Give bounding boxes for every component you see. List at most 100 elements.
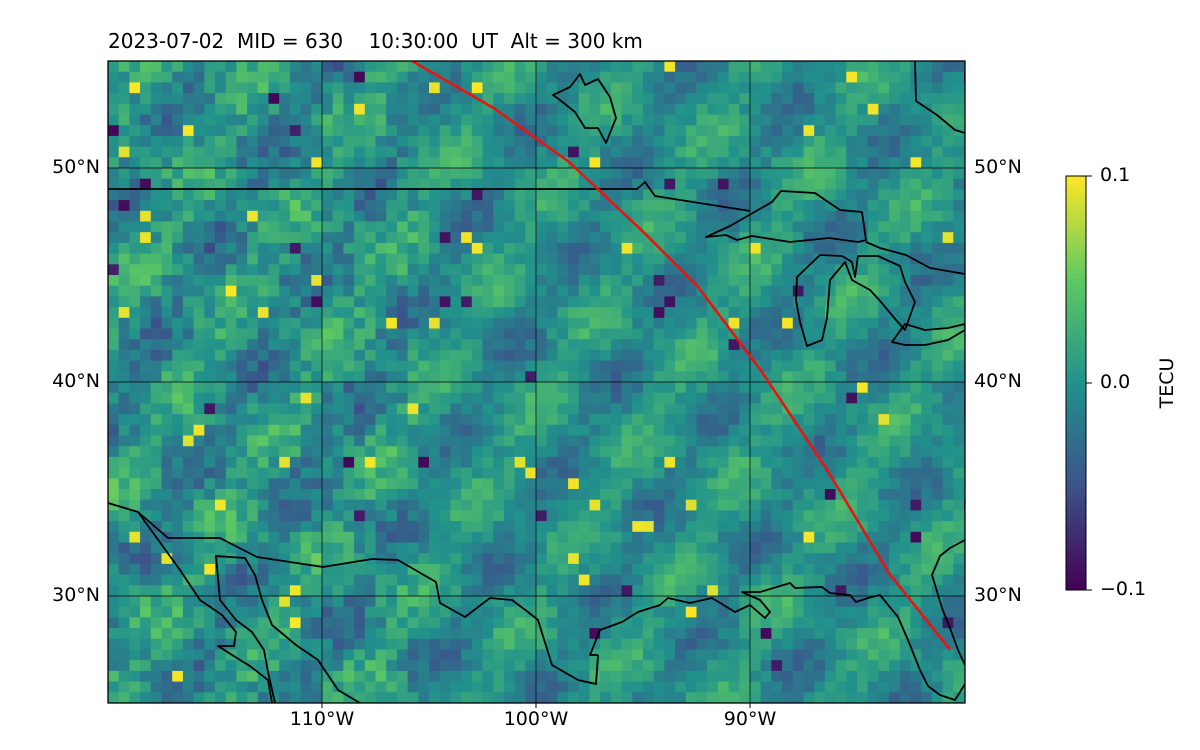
tec-cell [910, 510, 922, 522]
tec-cell [439, 446, 451, 458]
tec-cell [364, 103, 376, 115]
tec-cell [717, 61, 729, 73]
tec-cell [289, 563, 301, 575]
tec-cell [364, 242, 376, 254]
tec-cell [108, 61, 120, 73]
tec-cell [525, 456, 537, 468]
tec-cell [514, 360, 526, 372]
tec-cell [814, 617, 826, 629]
tec-cell [279, 93, 291, 105]
tec-cell [728, 200, 740, 212]
tec-cell [525, 403, 537, 415]
tec-cell [921, 146, 933, 158]
tec-cell [311, 585, 323, 597]
tec-cell [546, 531, 558, 543]
tec-cell [418, 264, 430, 276]
tec-cell [814, 232, 826, 244]
tec-cell [846, 596, 858, 608]
tec-cell [311, 71, 323, 83]
tec-cell [910, 403, 922, 415]
tec-cell [835, 681, 847, 693]
tec-cell [193, 349, 205, 361]
tec-cell [322, 563, 334, 575]
tec-cell [482, 82, 494, 94]
tec-cell [375, 253, 387, 265]
tec-cell [899, 542, 911, 554]
tec-cell [471, 617, 483, 629]
tec-cell [782, 660, 794, 672]
tec-cell [193, 61, 205, 73]
tec-cell [857, 178, 869, 190]
tec-cell [311, 253, 323, 265]
tec-cell [257, 638, 269, 650]
tec-cell [696, 275, 708, 287]
tec-cell [332, 392, 344, 404]
tec-cell [643, 670, 655, 682]
tec-cell [739, 585, 751, 597]
tec-cell [943, 703, 954, 714]
tec-cell [931, 542, 943, 554]
tec-cell [118, 200, 130, 212]
tec-cell [931, 553, 943, 565]
tec-cell [782, 638, 794, 650]
tec-cell [150, 628, 162, 640]
tec-cell [568, 349, 580, 361]
tec-cell [910, 189, 922, 201]
tec-cell [108, 553, 120, 565]
tec-cell [386, 178, 398, 190]
tec-cell [600, 628, 612, 640]
tec-cell [193, 692, 205, 703]
tec-cell [921, 82, 933, 94]
tec-cell [450, 146, 462, 158]
tec-cell [675, 467, 687, 479]
tec-cell [546, 542, 558, 554]
tec-cell [578, 210, 590, 222]
tec-cell [215, 489, 227, 501]
tec-cell [471, 382, 483, 394]
tec-cell [268, 489, 280, 501]
tec-cell [942, 649, 954, 661]
tec-cell [835, 61, 847, 73]
tec-cell [664, 360, 676, 372]
tec-cell [835, 178, 847, 190]
tec-cell [300, 692, 312, 703]
tec-cell [493, 414, 505, 426]
tec-cell [332, 489, 344, 501]
tec-cell [899, 103, 911, 115]
tec-cell [921, 681, 933, 693]
tec-cell [931, 596, 943, 608]
tec-cell [803, 424, 815, 436]
tec-cell [268, 371, 280, 383]
tec-cell [707, 489, 719, 501]
tec-cell [632, 328, 644, 340]
tec-cell [782, 424, 794, 436]
tec-cell [739, 71, 751, 83]
tec-cell [568, 275, 580, 287]
tec-cell [386, 649, 398, 661]
tec-cell [503, 628, 515, 640]
tec-cell [696, 242, 708, 254]
tec-cell [140, 135, 152, 147]
tec-cell [193, 446, 205, 458]
tec-cell [503, 531, 515, 543]
tec-cell [332, 670, 344, 682]
tec-cell [536, 499, 548, 511]
tec-cell [493, 296, 505, 308]
tec-cell [503, 510, 515, 522]
tec-cell [942, 264, 954, 276]
tec-cell [450, 596, 462, 608]
tec-cell [589, 103, 601, 115]
tec-cell [910, 585, 922, 597]
tec-cell [429, 168, 441, 180]
tec-cell [557, 200, 569, 212]
tec-cell [878, 382, 890, 394]
tec-cell [857, 103, 869, 115]
tec-cell [760, 339, 772, 351]
tec-cell [204, 446, 216, 458]
tec-cell [364, 531, 376, 543]
tec-cell [396, 392, 408, 404]
tec-cell [835, 606, 847, 618]
tec-cell [632, 649, 644, 661]
tec-cell [792, 542, 804, 554]
tec-cell [225, 574, 237, 586]
